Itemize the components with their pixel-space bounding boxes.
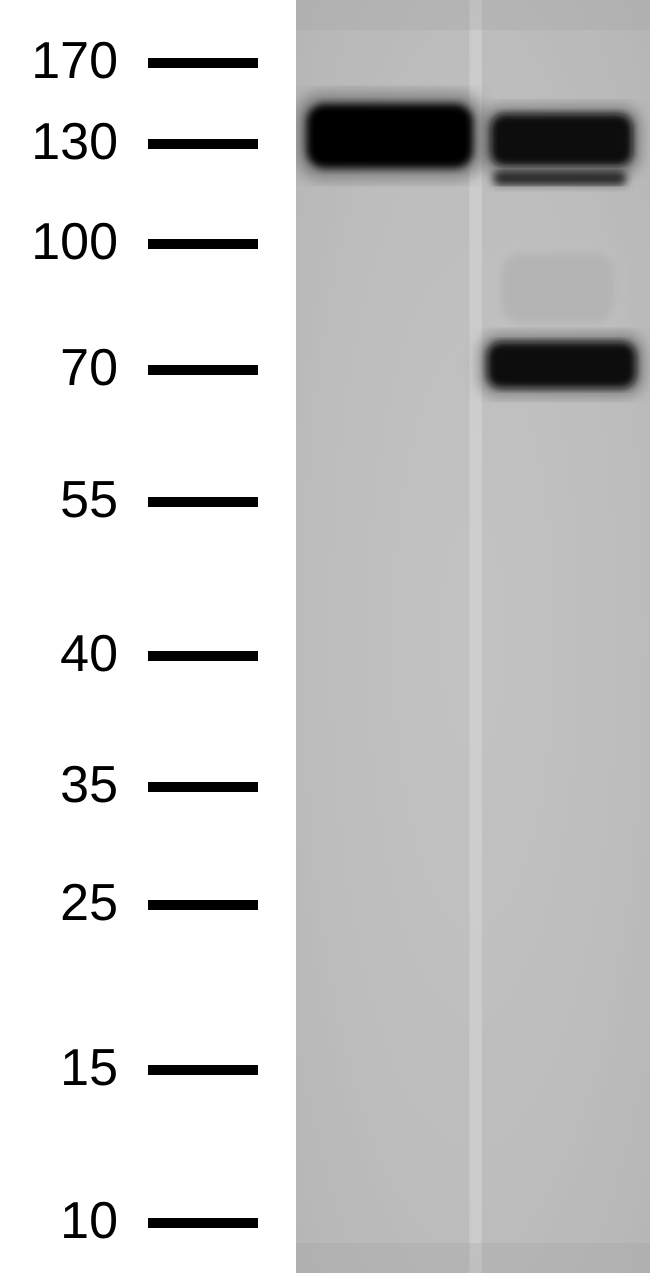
- mw-tick-55: [148, 497, 258, 507]
- band-0: [297, 94, 483, 178]
- mw-label-25: 25: [60, 873, 118, 933]
- figure-root: 170 130 100 70 55 40 35 25 15 10: [0, 0, 650, 1273]
- mw-label-55: 55: [60, 470, 118, 530]
- mw-tick-100: [148, 239, 258, 249]
- band-2: [490, 167, 629, 189]
- mw-label-10: 10: [60, 1191, 118, 1251]
- mw-label-15: 15: [60, 1038, 118, 1098]
- mw-tick-35: [148, 782, 258, 792]
- band-3: [495, 247, 620, 329]
- mw-label-40: 40: [60, 624, 118, 684]
- mw-label-35: 35: [60, 755, 118, 815]
- mw-tick-25: [148, 900, 258, 910]
- mw-label-70: 70: [60, 338, 118, 398]
- band-1: [483, 106, 641, 174]
- mw-tick-40: [148, 651, 258, 661]
- mw-label-170: 170: [31, 31, 118, 91]
- mw-tick-170: [148, 58, 258, 68]
- mw-tick-70: [148, 365, 258, 375]
- mw-tick-130: [148, 139, 258, 149]
- band-4: [479, 334, 644, 396]
- mw-label-130: 130: [31, 112, 118, 172]
- mw-label-100: 100: [31, 212, 118, 272]
- mw-tick-15: [148, 1065, 258, 1075]
- mw-tick-10: [148, 1218, 258, 1228]
- western-blot-membrane: [296, 0, 650, 1273]
